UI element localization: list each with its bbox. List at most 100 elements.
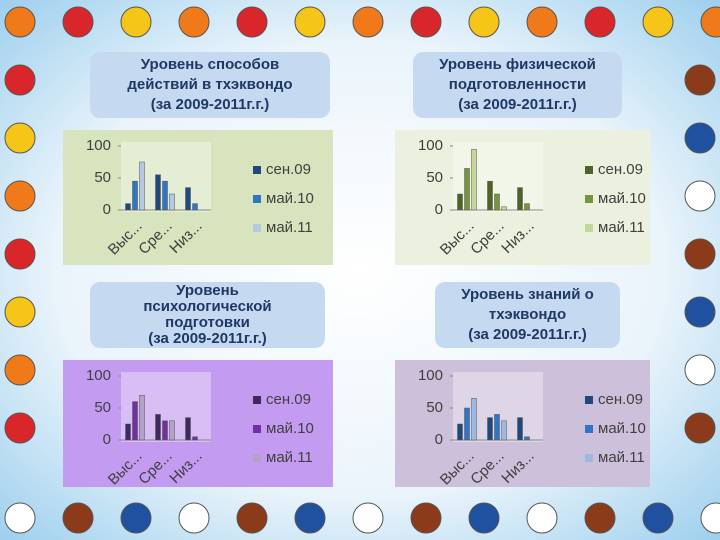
ball xyxy=(352,502,384,534)
legend-label: май.10 xyxy=(266,420,314,437)
legend-label: сен.09 xyxy=(598,161,643,178)
bar xyxy=(487,417,493,441)
bar xyxy=(139,161,145,211)
legend-label: май.10 xyxy=(598,190,646,207)
ball xyxy=(4,122,36,154)
chart-area xyxy=(63,130,333,265)
bar xyxy=(162,180,168,211)
bar xyxy=(517,417,523,441)
chart-title: (за 2009-2011г.г.) xyxy=(468,326,587,343)
bar xyxy=(192,203,198,211)
chart-title: психологической xyxy=(143,298,271,315)
legend-swatch xyxy=(253,454,261,462)
bar xyxy=(169,193,175,211)
legend-swatch xyxy=(253,224,261,232)
y-tick-label: 0 xyxy=(103,201,111,218)
ball xyxy=(62,502,94,534)
ball xyxy=(584,502,616,534)
ball xyxy=(684,412,716,444)
legend-swatch xyxy=(585,425,593,433)
ball xyxy=(684,296,716,328)
chart-title: Уровень способов xyxy=(141,56,279,73)
chart-title: подготовки xyxy=(165,314,250,331)
ball xyxy=(684,354,716,386)
chart-title: (за 2009-2011г.г.) xyxy=(148,330,267,347)
ball xyxy=(4,64,36,96)
ball xyxy=(468,6,500,38)
bar xyxy=(155,174,161,211)
ball xyxy=(684,64,716,96)
bar xyxy=(457,193,463,211)
ball xyxy=(410,502,442,534)
ball xyxy=(236,502,268,534)
title-box xyxy=(435,282,620,348)
y-tick-label: 100 xyxy=(86,367,111,384)
ball xyxy=(642,502,674,534)
legend-label: май.11 xyxy=(598,219,645,236)
chart-area xyxy=(63,360,333,487)
ball xyxy=(178,6,210,38)
legend-swatch xyxy=(253,166,261,174)
bar xyxy=(457,423,463,441)
bar xyxy=(162,420,168,441)
y-tick-label: 50 xyxy=(94,169,111,186)
y-tick-label: 0 xyxy=(103,431,111,448)
legend-label: сен.09 xyxy=(598,391,643,408)
bar xyxy=(139,394,145,441)
bar xyxy=(524,203,530,211)
bar xyxy=(132,180,138,211)
ball xyxy=(526,6,558,38)
bar xyxy=(501,420,507,441)
ball xyxy=(352,6,384,38)
bar xyxy=(517,187,523,211)
chart-title: действий в тхэквондо xyxy=(127,76,292,93)
title-box xyxy=(413,52,622,118)
decor xyxy=(4,6,720,534)
chart-title: подготовленности xyxy=(449,76,586,93)
bar xyxy=(192,436,198,441)
y-tick-label: 100 xyxy=(418,367,443,384)
chart-title: Уровень физической xyxy=(439,56,596,73)
ball xyxy=(236,6,268,38)
ball xyxy=(4,238,36,270)
ball xyxy=(642,6,674,38)
bar xyxy=(155,414,161,441)
legend-swatch xyxy=(253,425,261,433)
ball xyxy=(178,502,210,534)
ball xyxy=(4,6,36,38)
legend-swatch xyxy=(253,396,261,404)
legend-label: май.11 xyxy=(266,449,313,466)
bar xyxy=(494,414,500,441)
chart-title: (за 2009-2011г.г.) xyxy=(151,96,270,113)
y-tick-label: 50 xyxy=(94,399,111,416)
title-box xyxy=(90,52,330,118)
bar xyxy=(185,417,191,441)
bar xyxy=(501,206,507,211)
legend-label: сен.09 xyxy=(266,391,311,408)
bar xyxy=(471,148,477,211)
bar xyxy=(494,193,500,211)
ball xyxy=(684,238,716,270)
legend-swatch xyxy=(253,195,261,203)
ball xyxy=(4,354,36,386)
bar xyxy=(471,398,477,441)
ball xyxy=(120,6,152,38)
legend-label: май.11 xyxy=(598,449,645,466)
ball xyxy=(526,502,558,534)
ball xyxy=(684,122,716,154)
ball xyxy=(120,502,152,534)
bar xyxy=(169,420,175,441)
y-tick-label: 100 xyxy=(86,137,111,154)
bar xyxy=(487,180,493,211)
y-tick-label: 0 xyxy=(435,201,443,218)
legend-label: май.10 xyxy=(266,190,314,207)
legend-swatch xyxy=(585,166,593,174)
ball xyxy=(700,6,720,38)
legend-label: май.10 xyxy=(598,420,646,437)
ball xyxy=(684,180,716,212)
legend-swatch xyxy=(585,195,593,203)
legend-swatch xyxy=(585,224,593,232)
ball xyxy=(294,502,326,534)
bar xyxy=(464,168,470,211)
